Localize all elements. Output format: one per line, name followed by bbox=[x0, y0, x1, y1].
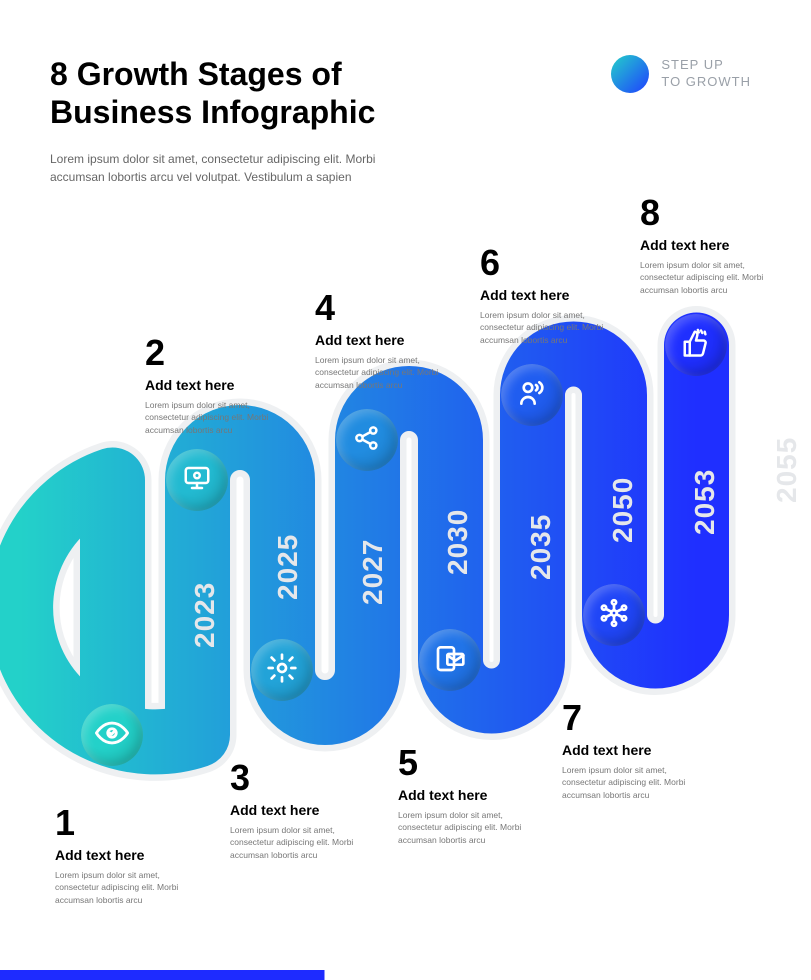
step-4-icon-circle bbox=[336, 409, 398, 471]
step-1-icon-circle bbox=[81, 704, 143, 766]
year-label-2023: 2023 bbox=[189, 581, 221, 647]
step-3-number: 3 bbox=[230, 760, 380, 796]
step-5-block: 5 Add text here Lorem ipsum dolor sit am… bbox=[398, 745, 548, 846]
step-8-heading: Add text here bbox=[640, 237, 790, 253]
step-8-block: 8 Add text here Lorem ipsum dolor sit am… bbox=[640, 195, 790, 296]
step-4-block: 4 Add text here Lorem ipsum dolor sit am… bbox=[315, 290, 465, 391]
monitor-icon bbox=[182, 463, 212, 498]
year-label-2027: 2027 bbox=[357, 539, 389, 605]
step-3-body: Lorem ipsum dolor sit amet, consectetur … bbox=[230, 824, 380, 861]
mail-icon bbox=[434, 642, 466, 679]
step-6-number: 6 bbox=[480, 245, 630, 281]
step-5-icon-circle bbox=[419, 629, 481, 691]
step-6-body: Lorem ipsum dolor sit amet, consectetur … bbox=[480, 309, 630, 346]
year-label-2050: 2050 bbox=[607, 476, 639, 542]
step-1-block: 1 Add text here Lorem ipsum dolor sit am… bbox=[55, 805, 205, 906]
year-label-2035: 2035 bbox=[525, 514, 557, 580]
step-8-number: 8 bbox=[640, 195, 790, 231]
step-7-number: 7 bbox=[562, 700, 712, 736]
step-3-icon-circle bbox=[251, 639, 313, 701]
share-icon bbox=[352, 423, 382, 458]
year-label-2055: 2055 bbox=[771, 436, 803, 502]
step-4-number: 4 bbox=[315, 290, 465, 326]
step-7-heading: Add text here bbox=[562, 742, 712, 758]
network-icon bbox=[598, 597, 630, 634]
step-5-heading: Add text here bbox=[398, 787, 548, 803]
year-label-2053: 2053 bbox=[689, 469, 721, 535]
year-label-2030: 2030 bbox=[442, 509, 474, 575]
step-3-block: 3 Add text here Lorem ipsum dolor sit am… bbox=[230, 760, 380, 861]
step-2-icon-circle bbox=[166, 449, 228, 511]
step-2-heading: Add text here bbox=[145, 377, 295, 393]
step-5-number: 5 bbox=[398, 745, 548, 781]
step-1-heading: Add text here bbox=[55, 847, 205, 863]
step-7-icon-circle bbox=[583, 584, 645, 646]
step-6-block: 6 Add text here Lorem ipsum dolor sit am… bbox=[480, 245, 630, 346]
step-4-heading: Add text here bbox=[315, 332, 465, 348]
step-6-heading: Add text here bbox=[480, 287, 630, 303]
step-2-block: 2 Add text here Lorem ipsum dolor sit am… bbox=[145, 335, 295, 436]
step-8-body: Lorem ipsum dolor sit amet, consectetur … bbox=[640, 259, 790, 296]
step-1-body: Lorem ipsum dolor sit amet, consectetur … bbox=[55, 869, 205, 906]
step-3-heading: Add text here bbox=[230, 802, 380, 818]
gear-icon bbox=[266, 652, 298, 689]
eye-icon bbox=[95, 716, 129, 755]
step-5-body: Lorem ipsum dolor sit amet, consectetur … bbox=[398, 809, 548, 846]
thumb-icon bbox=[681, 328, 711, 363]
step-2-body: Lorem ipsum dolor sit amet, consectetur … bbox=[145, 399, 295, 436]
step-2-number: 2 bbox=[145, 335, 295, 371]
step-4-body: Lorem ipsum dolor sit amet, consectetur … bbox=[315, 354, 465, 391]
step-6-icon-circle bbox=[501, 364, 563, 426]
speak-icon bbox=[516, 377, 548, 414]
year-label-2025: 2025 bbox=[272, 534, 304, 600]
step-1-number: 1 bbox=[55, 805, 205, 841]
step-7-block: 7 Add text here Lorem ipsum dolor sit am… bbox=[562, 700, 712, 801]
footer-accent-bar bbox=[0, 970, 811, 980]
step-7-body: Lorem ipsum dolor sit amet, consectetur … bbox=[562, 764, 712, 801]
step-8-icon-circle bbox=[665, 314, 727, 376]
